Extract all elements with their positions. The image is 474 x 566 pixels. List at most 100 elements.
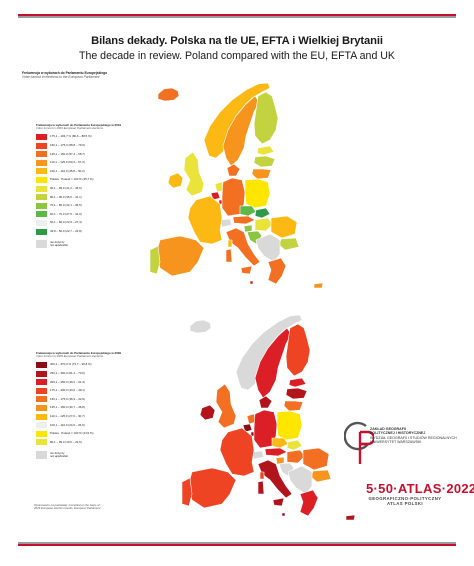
atlas-logo-main: 5·50·ATLAS·2022 <box>366 481 474 496</box>
nodata-label-en: not applicable <box>50 454 68 459</box>
region-denmark <box>226 163 241 177</box>
legend-item: 175,1 – 193,7 % (80,6 – 88,5 %) <box>36 133 121 142</box>
region-balkans-non-eu <box>255 233 281 263</box>
region-sicily <box>240 265 253 275</box>
legend-label: Polska · Poland = 100 % (45,7 %) <box>50 177 94 182</box>
legend-label: 110,1 – 125,0 (27,0 – 30,7) <box>50 413 85 418</box>
legend-swatch <box>36 430 47 437</box>
legend-swatch <box>36 220 47 227</box>
legend-item: 150,1 – 175,0 (68,8 – 79,9) <box>36 141 121 150</box>
nodata-swatch <box>36 451 47 460</box>
legend-swatch <box>36 228 47 235</box>
legend-swatch <box>36 362 47 369</box>
legend-swatch <box>36 134 47 141</box>
legend-2019-nodata: nie dotyczy not applicable <box>36 240 121 249</box>
region-latvia <box>285 387 308 400</box>
legend-swatch <box>36 211 47 218</box>
legend-swatch <box>36 396 47 403</box>
legend-2009-title-en: Voter turnout in 2009 European Parliamen… <box>36 354 104 359</box>
legend-label: 50,1 – 60,0 (22,9 – 27,4) <box>50 220 82 225</box>
region-norway <box>203 82 271 159</box>
legend-label: 80,1 – 99,0 (19,6 – 22,5) <box>50 439 82 444</box>
legend-label: 200,1 – 250,0 (49,2 – 61,3) <box>50 379 85 384</box>
region-ireland <box>167 172 184 189</box>
bottom-rule-red <box>18 544 456 546</box>
region-czechia <box>271 437 289 449</box>
region-poland <box>276 410 303 441</box>
atlas-logo: 5·50·ATLAS·2022 GEOGRAFICZNO-POLITYCZNY … <box>366 481 474 507</box>
region-finland <box>285 323 311 377</box>
region-hungary <box>254 217 274 232</box>
legend-item: 90,1 – 99,9 (41,2 – 45,6) <box>36 184 121 193</box>
nodata-label: nie dotyczy not applicable <box>50 240 68 248</box>
region-corsica <box>259 471 265 480</box>
region-slovenia <box>243 224 253 233</box>
legend-label: 80,1 – 90,0 (36,6 – 41,1) <box>50 194 82 199</box>
region-sardinia <box>225 248 233 263</box>
legend-swatch <box>36 159 47 166</box>
region-estonia <box>288 377 307 388</box>
legend-2019-title-en: Voter turnout in 2019 European Parliamen… <box>36 126 104 131</box>
nodata-label-en: not applicable <box>50 243 68 248</box>
region-austria <box>232 215 256 225</box>
region-portugal <box>149 245 161 275</box>
department-name: ZAKŁAD GEOGRAFII POLITYCZNEJ I HISTORYCZ… <box>370 427 457 445</box>
bottom-rule <box>18 542 456 546</box>
legend-label: 90,1 – 99,9 (41,2 – 45,6) <box>50 185 82 190</box>
legend-2019-items: 175,1 – 193,7 % (80,6 – 88,5 %) 150,1 – 1… <box>36 133 121 236</box>
source-line-1: Opracowano na podstawie: Compiled on the… <box>34 503 101 507</box>
map-header-pl: Frekwencja w wyborach do Parlamentu Euro… <box>22 71 108 75</box>
region-malta <box>281 512 286 517</box>
region-iceland <box>189 319 212 334</box>
legend-2009: Frekwencja w wyborach do Parlamentu Euro… <box>36 351 121 460</box>
legend-label: 60,1 – 70,0 (27,5 – 32,0) <box>50 211 82 216</box>
region-austria <box>264 447 288 457</box>
source-line-2: 2019 European election results, European… <box>34 506 101 511</box>
legend-item: 100,1 – 110,0 (24,6 – 26,9) <box>36 421 121 430</box>
department-line-4: UNIWERSYTET WARSZAWSKI <box>370 440 422 445</box>
map-header-en: Voter turnout in elections to the Europe… <box>22 75 100 79</box>
map-header: Frekwencja w wyborach do Parlamentu Euro… <box>22 71 107 79</box>
top-rule <box>18 14 456 18</box>
legend-item: 125,1 – 150,0 (57,4 – 68,7) <box>36 150 121 159</box>
region-greece <box>267 257 287 285</box>
department-line-3: WYDZIAŁ GEOGRAFII I STUDIÓW REGIONALNYCH <box>370 435 457 440</box>
nodata-label: nie dotyczy not applicable <box>50 450 68 459</box>
region-czechia <box>239 205 257 217</box>
legend-item: 200,1 – 250,0 (49,2 – 61,3) <box>36 378 121 387</box>
atlas-logo-sub-1: GEOGRAFICZNO-POLITYCZNY <box>368 496 442 501</box>
region-estonia <box>256 145 275 156</box>
legend-item: 80,1 – 90,0 (36,6 – 41,1) <box>36 193 121 202</box>
legend-swatch <box>36 370 47 377</box>
nodata-label-pl: nie dotyczy <box>50 450 65 455</box>
legend-swatch <box>36 379 47 386</box>
nodata-label-pl: nie dotyczy <box>50 240 65 245</box>
region-united-kingdom <box>215 383 237 429</box>
legend-item: 110,1 – 125,0 (50,3 – 57,3) <box>36 159 121 168</box>
bottom-rule-grey <box>18 542 456 544</box>
legend-label: 175,1 – 193,7 % (80,6 – 88,5 %) <box>50 134 92 139</box>
nodata-swatch <box>36 240 47 249</box>
region-finland <box>253 91 279 145</box>
region-romania <box>270 215 298 239</box>
legend-item: 150,1 – 175,0 (36,9 – 42,9) <box>36 395 121 404</box>
legend-item: 125,1 – 150,0 (30,7 – 36,8) <box>36 404 121 413</box>
legend-swatch <box>36 151 47 158</box>
region-denmark <box>258 395 273 409</box>
atlas-logo-sub-2: ATLAS POLSKI <box>387 501 423 506</box>
legend-label: 100,1 – 110,0 (45,8 – 50,2) <box>50 168 85 173</box>
region-switzerland <box>219 218 233 228</box>
legend-item: 100,1 – 110,0 (45,8 – 50,2) <box>36 167 121 176</box>
legend-swatch <box>36 168 47 175</box>
region-malta <box>249 280 254 285</box>
legend-item: 49,8 – 50,0 (22,7 – 22,8) <box>36 227 121 236</box>
legend-swatch <box>36 405 47 412</box>
title-polish: Bilans dekady. Polska na tle UE, EFTA i … <box>91 35 383 47</box>
legend-label: 300,1 – 370,0 % (73,7 – 90,8 %) <box>50 362 92 367</box>
region-norway <box>235 314 303 391</box>
region-hungary <box>286 449 306 464</box>
legend-item: 80,1 – 99,0 (19,6 – 22,5) <box>36 438 121 447</box>
department-line-2: POLITYCZNEJ I HISTORYCZNEJ <box>370 431 426 436</box>
legend-swatch <box>36 439 47 446</box>
